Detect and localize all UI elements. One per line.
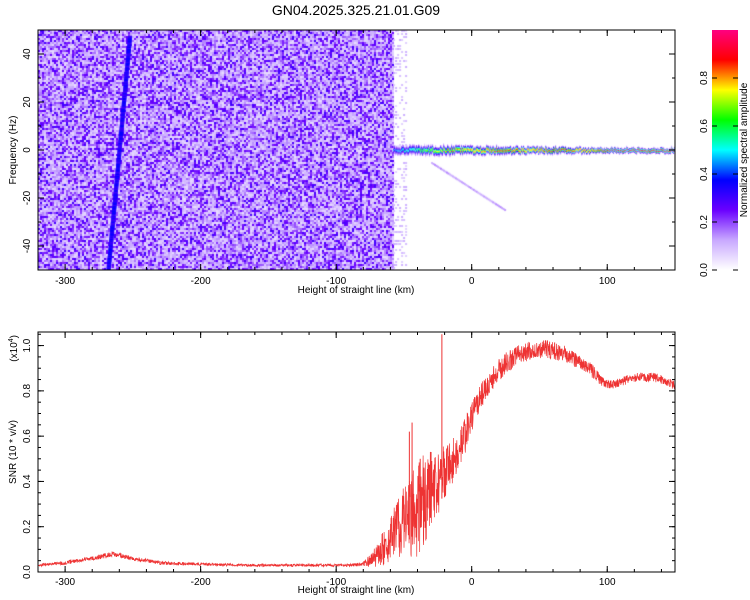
x-tick-label: -200 <box>191 577 211 588</box>
snr-multiplier-base: (x10 <box>9 342 20 362</box>
snr-x-axis-label: Height of straight line (km) <box>298 585 415 596</box>
y-tick-label: 0.0 <box>22 565 33 579</box>
x-tick-label: -300 <box>55 276 75 287</box>
snr-y-ticks: 0.0 0.2 0.4 0.6 0.8 1.0 <box>22 333 675 579</box>
x-tick-label: 100 <box>599 276 616 287</box>
y-tick-label: 0.6 <box>22 429 33 443</box>
snr-y-multiplier: (x104) <box>8 335 20 362</box>
y-tick-label: 0 <box>22 147 33 153</box>
spectrogram-y-axis-label: Frequency (Hz) <box>8 116 19 185</box>
spectrogram-x-axis-label: Height of straight line (km) <box>298 285 415 296</box>
colorbar-gradient <box>712 30 738 270</box>
snr-panel: -300 -200 -100 0 100 0.0 0.2 0.4 0.6 0.8 1.0 Heig… <box>8 331 676 596</box>
colorbar-ticks: 0.0 0.2 0.4 0.6 0.8 <box>699 71 738 277</box>
y-tick-label: 0.2 <box>22 519 33 533</box>
y-tick-label: 20 <box>22 96 33 108</box>
y-tick-label: -20 <box>22 190 33 205</box>
snr-multiplier-suffix: ) <box>9 335 20 338</box>
colorbar: 0.0 0.2 0.4 0.6 0.8 Normalized spectral ampl… <box>699 30 750 277</box>
y-tick-label: -40 <box>22 238 33 253</box>
snr-frame <box>37 331 676 573</box>
y-tick-label: 0.4 <box>22 474 33 488</box>
y-tick-label: 0.8 <box>22 383 33 397</box>
x-tick-label: 0 <box>469 577 475 588</box>
colorbar-tick-label: 0.0 <box>699 263 710 277</box>
y-tick-label: 1.0 <box>22 338 33 352</box>
x-tick-label: 100 <box>599 577 616 588</box>
spectrogram-canvas <box>38 30 675 270</box>
snr-y-axis-label: SNR (10 * v/v) <box>8 420 19 484</box>
figure-title: GN04.2025.325.21.01.G09 <box>272 2 440 18</box>
x-tick-label: -100 <box>326 276 346 287</box>
svg-text:(x104): (x104) <box>8 335 20 362</box>
spectrogram-y-ticks: -40 -20 0 20 40 <box>22 29 675 271</box>
colorbar-tick-label: 0.8 <box>699 71 710 85</box>
colorbar-tick-label: 0.4 <box>699 167 710 181</box>
x-tick-label: 0 <box>469 276 475 287</box>
colorbar-tick-label: 0.2 <box>699 215 710 229</box>
spectrogram-x-ticks: -300 -200 -100 0 100 <box>37 30 662 287</box>
colorbar-tick-label: 0.6 <box>699 119 710 133</box>
x-tick-label: -300 <box>55 577 75 588</box>
y-tick-label: 40 <box>22 48 33 60</box>
snr-spikes <box>408 334 443 540</box>
snr-multiplier-exponent: 4 <box>8 338 15 342</box>
x-tick-label: -100 <box>326 577 346 588</box>
snr-x-ticks: -300 -200 -100 0 100 <box>37 332 662 588</box>
x-tick-label: -200 <box>191 276 211 287</box>
colorbar-label: Normalized spectral amplitude <box>739 82 750 217</box>
snr-series-line <box>38 340 675 568</box>
